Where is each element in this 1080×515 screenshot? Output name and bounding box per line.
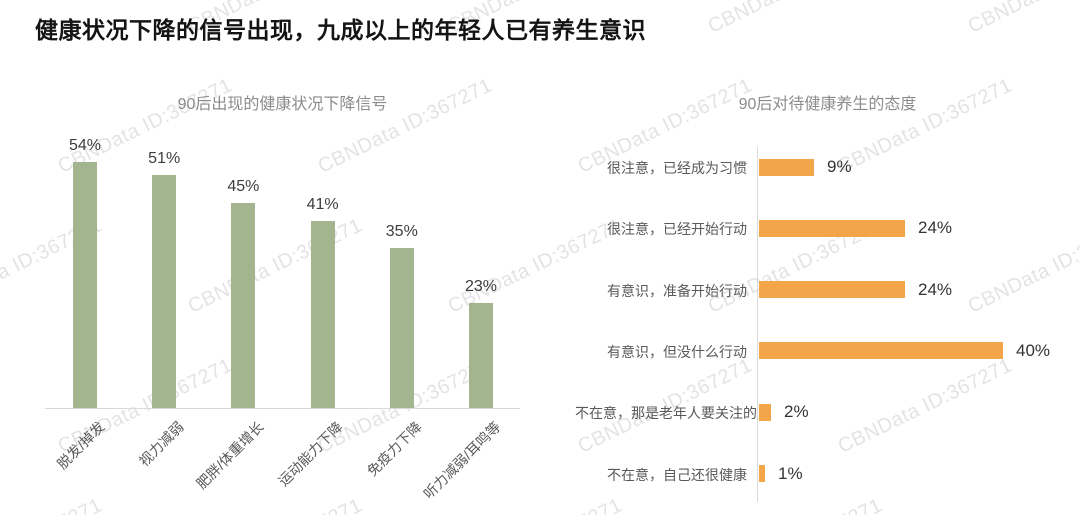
category-label: 很注意，已经开始行动 (607, 221, 747, 238)
bar-value-label: 1% (778, 463, 803, 483)
bar-有意识，但没什么行动 (759, 342, 1003, 360)
bar-value-label: 41% (306, 196, 339, 213)
health-decline-signals-chart: 90后出现的健康状况下降信号 54% 51% 45% 41% 35% 23% 脱发/掉发视… (45, 90, 520, 510)
category-label: 很注意，已经成为习惯 (607, 160, 747, 176)
left-chart-plot-area: 54% 51% 45% 41% 35% 23% (45, 130, 520, 409)
bar-value-label: 9% (827, 157, 852, 176)
x-axis-label: 肥胖/体重增长 (192, 418, 267, 492)
left-chart-x-axis-labels: 脱发/掉发 视力减弱 肥胖/体重增长 运动能力下降 免疫力下降 听力减弱/耳鸣等 (45, 409, 520, 509)
bar-不在意，自己还很健康 (759, 465, 765, 482)
bar-免疫力下降 (389, 248, 414, 408)
bar-肥胖/体重增长 (231, 203, 256, 408)
bar-脱发/掉发 (73, 162, 97, 408)
category-label: 不在意，自己还很健康 (607, 466, 747, 483)
bar-value-label: 23% (464, 278, 498, 295)
left-chart-title: 90后出现的健康状况下降信号 (177, 96, 388, 113)
bar-运动能力下降 (310, 221, 335, 408)
bar-value-label: 45% (227, 178, 260, 195)
bar-听力减弱/耳鸣等 (469, 303, 493, 408)
x-axis-label: 听力减弱/耳鸣等 (420, 418, 504, 502)
bar-视力减弱 (152, 175, 177, 408)
bar-value-label: 2% (784, 402, 809, 422)
bar-value-label: 24% (918, 279, 953, 299)
bar-value-label: 54% (68, 137, 102, 154)
x-axis-label: 免疫力下降 (363, 418, 425, 480)
bar-value-label: 24% (918, 218, 953, 238)
bar-value-label: 35% (385, 223, 418, 240)
x-axis-label: 脱发/掉发 (54, 418, 108, 473)
health-attitude-chart: 90后对待健康养生的态度 很注意，已经成为习惯 9% 很注意，已经开始行动 24% 有意… (575, 90, 1080, 510)
bar-很注意，已经成为习惯 (759, 158, 814, 176)
x-axis-label: 视力减弱 (136, 418, 187, 470)
right-chart-title: 90后对待健康养生的态度 (738, 96, 917, 113)
bar-value-label: 40% (1016, 340, 1051, 360)
y-axis-line (757, 147, 758, 502)
x-axis-label: 运动能力下降 (274, 418, 346, 490)
bar-很注意，已经开始行动 (759, 219, 905, 237)
bar-value-label: 51% (148, 150, 181, 167)
page-title: 健康状况下降的信号出现，九成以上的年轻人已有养生意识 (35, 17, 646, 43)
bar-不在意，那是老年人要关注的 (759, 403, 771, 421)
category-label: 有意识，但没什么行动 (607, 343, 747, 360)
bar-有意识，准备开始行动 (759, 281, 905, 299)
category-label: 有意识，准备开始行动 (607, 282, 747, 299)
category-label: 不在意，那是老年人要关注的 (575, 405, 757, 422)
